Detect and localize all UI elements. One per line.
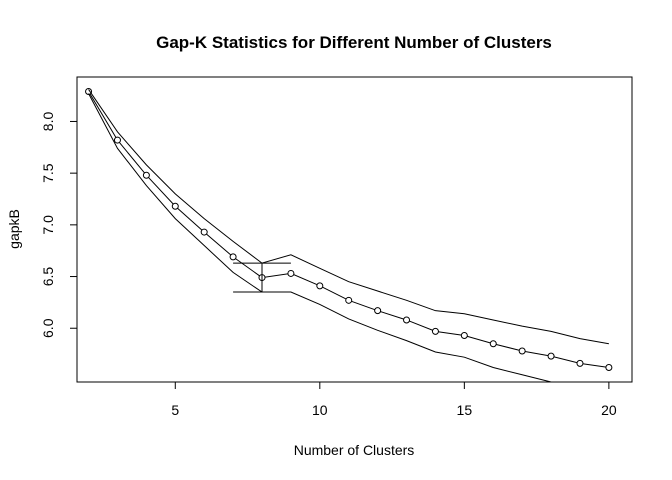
x-axis-label: Number of Clusters <box>294 442 415 458</box>
x-tick-label: 10 <box>312 402 328 418</box>
series-line-gap <box>88 91 609 369</box>
series-line-lower-bound <box>88 93 554 382</box>
x-tick-label: 20 <box>601 402 617 418</box>
y-tick-label: 8.0 <box>40 112 56 132</box>
data-point <box>229 253 237 261</box>
data-point <box>431 327 439 335</box>
data-point <box>345 296 353 304</box>
data-point <box>287 269 295 277</box>
plot-area <box>85 87 613 382</box>
data-point <box>403 316 411 324</box>
y-axis-label: gapkB <box>6 209 22 249</box>
y-tick-label: 6.0 <box>40 318 56 338</box>
y-tick-label: 6.5 <box>40 267 56 287</box>
data-point <box>200 228 208 236</box>
y-tick-label: 7.0 <box>40 215 56 235</box>
data-point <box>605 364 613 372</box>
data-point <box>547 352 555 360</box>
data-point <box>576 359 584 367</box>
series-line-upper-bound <box>88 89 609 345</box>
data-point <box>518 347 526 355</box>
data-point <box>316 282 324 290</box>
x-tick-label: 5 <box>171 402 179 418</box>
data-point <box>142 171 150 179</box>
data-point <box>113 136 121 144</box>
y-tick-label: 7.5 <box>40 163 56 183</box>
x-tick-label: 15 <box>457 402 473 418</box>
chart-title: Gap-K Statistics for Different Number of… <box>156 33 552 52</box>
data-point <box>374 307 382 315</box>
data-point <box>489 340 497 348</box>
y-axis: 6.0 6.5 7.0 7.5 8.0 <box>40 112 78 338</box>
data-point <box>460 331 468 339</box>
plot-frame <box>76 76 633 383</box>
x-axis: 5 10 15 20 <box>171 381 617 418</box>
data-point <box>171 202 179 210</box>
